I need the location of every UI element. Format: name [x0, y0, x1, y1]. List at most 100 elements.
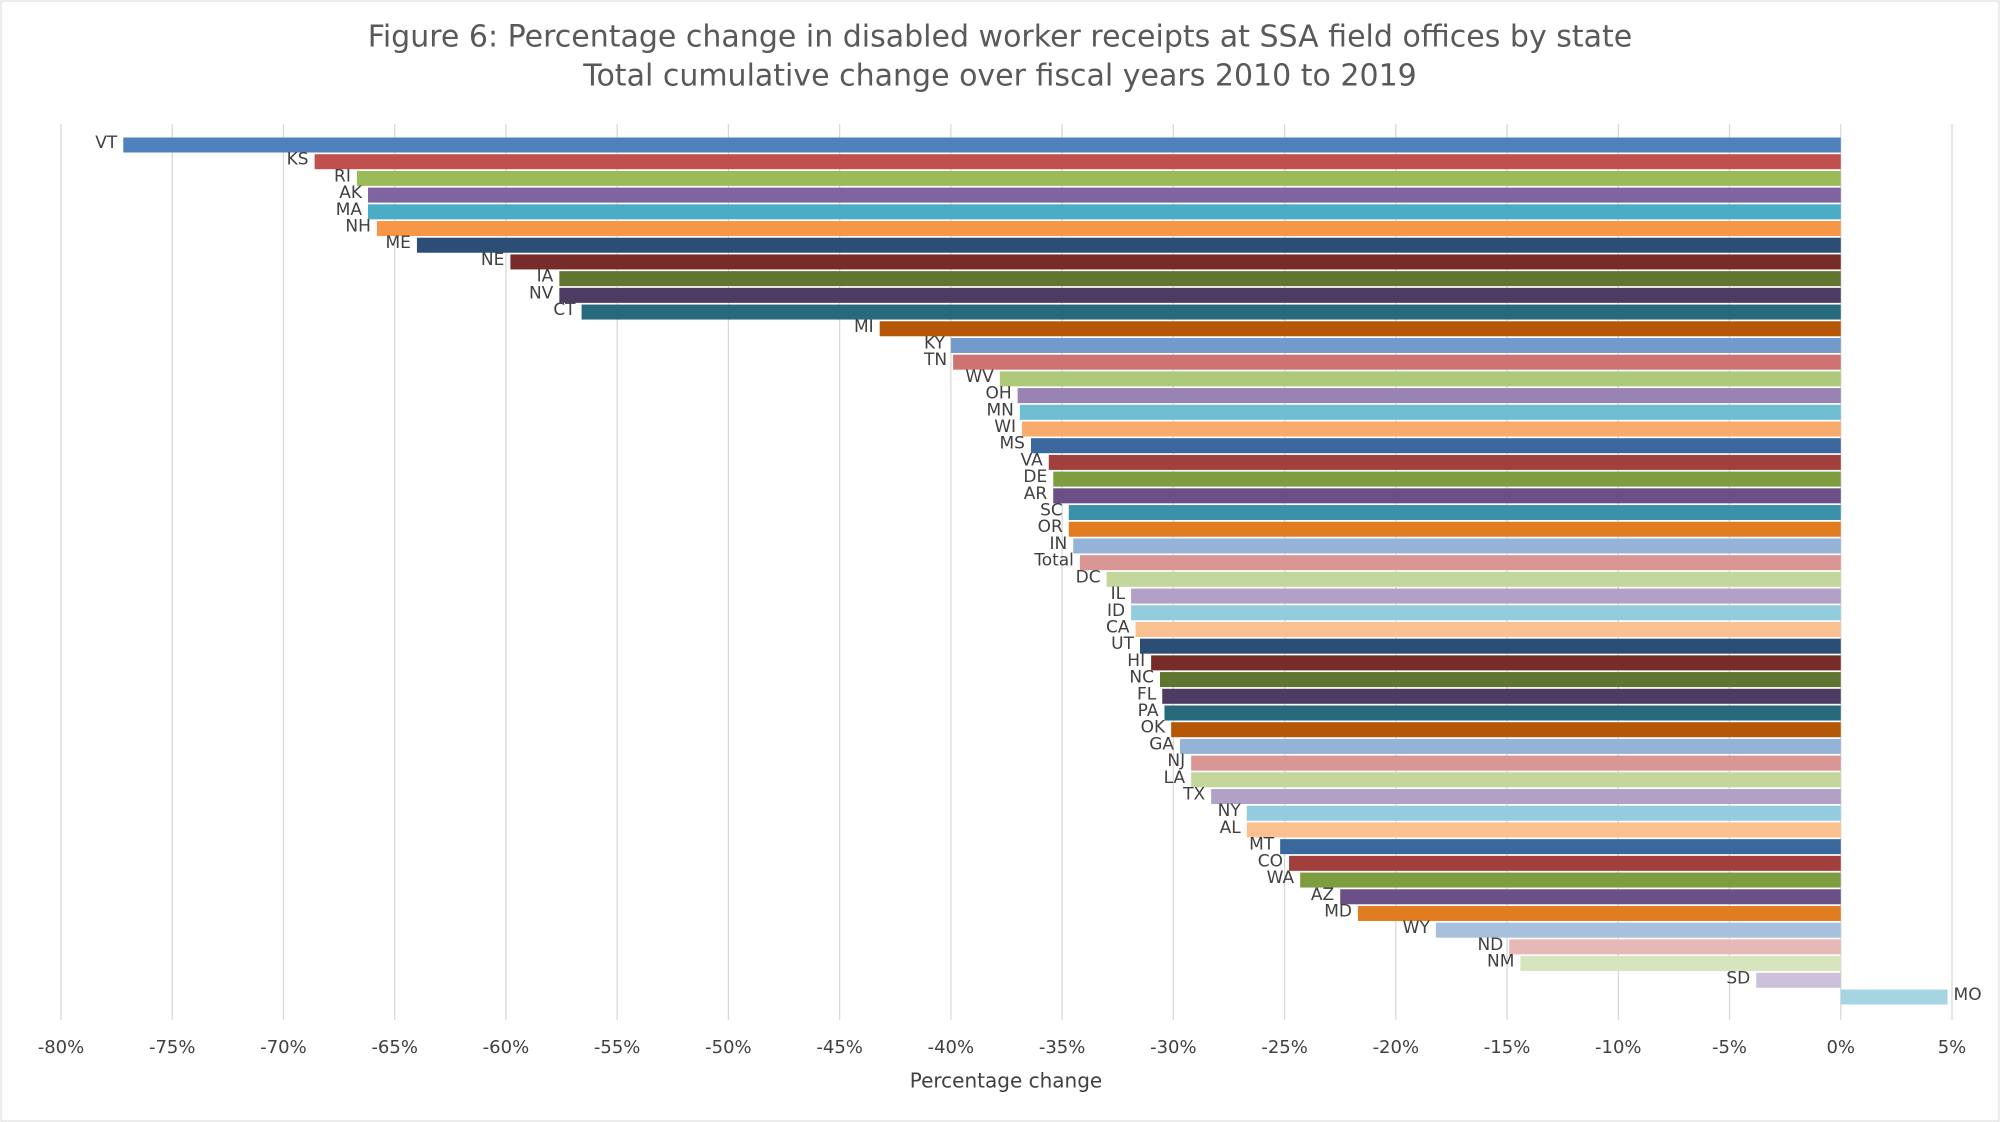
bar [1017, 388, 1841, 404]
bar [1756, 972, 1841, 988]
category-label: TX [1182, 785, 1205, 805]
x-tick-label: -75% [149, 1037, 196, 1058]
category-label: MI [854, 317, 874, 337]
x-tick-label: -30% [1150, 1037, 1197, 1058]
bar [1151, 655, 1841, 671]
category-label: MN [986, 400, 1013, 420]
category-label: KS [287, 150, 309, 170]
category-label: UT [1111, 634, 1134, 654]
bar [1131, 588, 1841, 604]
category-label: KY [924, 333, 946, 353]
bar [950, 337, 1841, 353]
x-tick-label: -55% [594, 1037, 641, 1058]
category-label: FL [1137, 684, 1157, 704]
category-label: CT [553, 300, 576, 320]
category-label: WA [1267, 868, 1295, 888]
bar [1171, 722, 1841, 738]
bar [1164, 705, 1841, 721]
category-label: MO [1954, 985, 1982, 1005]
category-label: SD [1726, 968, 1750, 988]
category-label: NM [1487, 952, 1514, 972]
bar [1068, 505, 1841, 521]
bar [1300, 872, 1841, 888]
category-label: HI [1127, 651, 1145, 671]
bar [1191, 755, 1841, 771]
chart-subtitle: Total cumulative change over fiscal year… [582, 59, 1417, 94]
bar [1289, 855, 1841, 871]
chart-title: Figure 6: Percentage change in disabled … [368, 20, 1633, 55]
bar [510, 254, 1841, 270]
category-label: AR [1024, 484, 1048, 504]
bar [1022, 421, 1841, 437]
bar [1139, 638, 1841, 654]
category-label: WI [994, 417, 1016, 437]
x-tick-label: -60% [483, 1037, 530, 1058]
bar [1180, 738, 1841, 754]
bar [1131, 605, 1841, 621]
x-axis-title: Percentage change [910, 1069, 1102, 1093]
category-label: SC [1040, 501, 1063, 521]
bar [1048, 454, 1841, 470]
bar [581, 304, 1841, 320]
category-label: DC [1076, 567, 1101, 587]
x-tick-label: 0% [1826, 1037, 1855, 1058]
category-label: WV [965, 367, 994, 387]
category-label: AZ [1311, 885, 1334, 905]
category-label: WY [1403, 918, 1431, 938]
bar [1030, 438, 1841, 454]
bar [1135, 621, 1841, 637]
bar [1246, 822, 1841, 838]
category-label: TN [923, 350, 947, 370]
bar [1053, 488, 1841, 504]
x-tick-label: -25% [1261, 1037, 1308, 1058]
bar [1509, 939, 1841, 955]
bar [1073, 538, 1841, 554]
x-tick-label: -35% [1039, 1037, 1086, 1058]
bar [1068, 521, 1841, 537]
category-label: NY [1218, 801, 1242, 821]
category-label: NJ [1167, 751, 1185, 771]
category-label: ME [386, 233, 411, 253]
bar [1358, 905, 1841, 921]
bar [123, 137, 1841, 153]
bar [559, 271, 1841, 287]
x-tick-label: -15% [1484, 1037, 1531, 1058]
category-label: MS [1000, 434, 1025, 454]
bar [1053, 471, 1841, 487]
category-label: MD [1324, 901, 1352, 921]
category-label: Total [1033, 551, 1074, 571]
x-tick-label: -20% [1373, 1037, 1420, 1058]
bar [1435, 922, 1841, 938]
category-label: RI [334, 166, 351, 186]
bar [1211, 789, 1841, 805]
x-tick-label: -65% [371, 1037, 418, 1058]
category-label: NE [481, 250, 504, 270]
bar [1280, 839, 1841, 855]
bar [1191, 772, 1841, 788]
category-label: VA [1021, 450, 1044, 470]
category-label: IN [1050, 534, 1068, 554]
category-label: MT [1249, 835, 1275, 855]
bar [559, 287, 1841, 303]
category-label: NV [529, 283, 554, 303]
bar [376, 221, 1841, 237]
category-label: DE [1023, 467, 1047, 487]
bar [368, 204, 1841, 220]
category-label: MA [336, 200, 363, 220]
category-label: OH [985, 384, 1011, 404]
bar [1019, 404, 1841, 420]
bar [1340, 889, 1841, 905]
category-label: CO [1258, 851, 1283, 871]
category-label: AL [1220, 818, 1242, 838]
x-tick-label: -40% [928, 1037, 975, 1058]
x-tick-label: 5% [1938, 1037, 1967, 1058]
category-label: OK [1141, 718, 1166, 738]
x-tick-label: -5% [1712, 1037, 1747, 1058]
bar [953, 354, 1841, 370]
x-tick-label: -45% [816, 1037, 863, 1058]
bar [416, 237, 1841, 253]
x-tick-label: -50% [705, 1037, 752, 1058]
bar [1160, 672, 1841, 688]
category-label: NC [1129, 668, 1154, 688]
